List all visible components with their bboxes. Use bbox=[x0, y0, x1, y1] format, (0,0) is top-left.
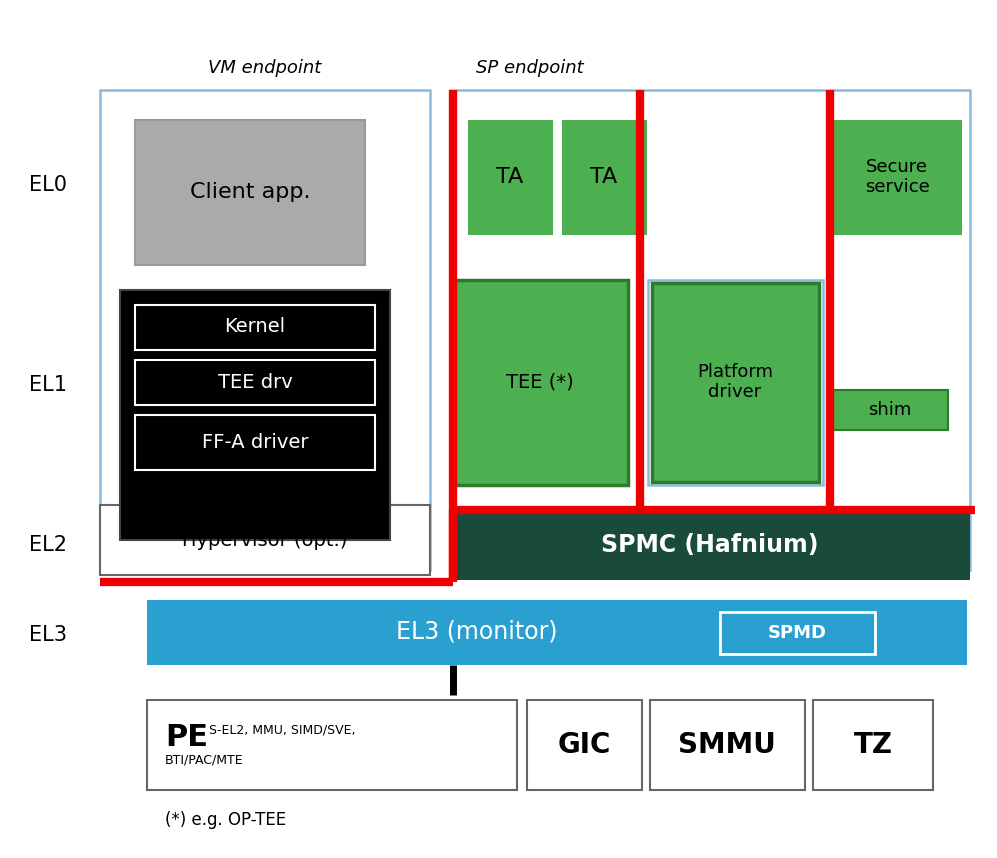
Text: Platform
driver: Platform driver bbox=[697, 363, 773, 402]
Text: EL3: EL3 bbox=[29, 625, 67, 645]
Text: GIC: GIC bbox=[557, 731, 611, 759]
Bar bbox=[832, 120, 962, 235]
Text: EL0: EL0 bbox=[29, 175, 67, 195]
Text: TA: TA bbox=[497, 167, 523, 187]
Bar bbox=[650, 700, 805, 790]
Text: PE: PE bbox=[165, 723, 208, 752]
Bar bbox=[120, 290, 390, 540]
Text: Hypervisor (opt.): Hypervisor (opt.) bbox=[182, 530, 348, 549]
Text: EL1: EL1 bbox=[29, 375, 67, 395]
Text: SPMD: SPMD bbox=[768, 624, 827, 642]
Bar bbox=[468, 120, 553, 235]
Text: S-EL2, MMU, SIMD/SVE,: S-EL2, MMU, SIMD/SVE, bbox=[209, 723, 356, 736]
Bar bbox=[720, 612, 875, 654]
Text: TEE drv: TEE drv bbox=[217, 372, 292, 391]
Bar bbox=[652, 283, 819, 482]
Text: Secure
service: Secure service bbox=[864, 158, 929, 196]
Bar bbox=[562, 120, 647, 235]
Bar bbox=[450, 90, 970, 570]
Text: BTI/PAC/MTE: BTI/PAC/MTE bbox=[165, 753, 243, 766]
Bar bbox=[100, 505, 430, 575]
Bar bbox=[833, 390, 948, 430]
Text: VM endpoint: VM endpoint bbox=[208, 59, 322, 77]
Bar bbox=[100, 90, 430, 570]
Bar bbox=[135, 305, 375, 350]
Bar bbox=[135, 415, 375, 470]
Text: SP endpoint: SP endpoint bbox=[477, 59, 584, 77]
Text: TEE (*): TEE (*) bbox=[506, 372, 574, 391]
Bar bbox=[450, 510, 970, 580]
Text: Client app.: Client app. bbox=[189, 182, 310, 202]
Bar bbox=[453, 280, 628, 485]
Text: shim: shim bbox=[868, 401, 911, 419]
Text: EL2: EL2 bbox=[29, 535, 67, 555]
Text: (*) e.g. OP-TEE: (*) e.g. OP-TEE bbox=[165, 811, 286, 829]
Text: EL3 (monitor): EL3 (monitor) bbox=[396, 620, 557, 644]
Text: Kernel: Kernel bbox=[224, 317, 285, 336]
Text: SPMC (Hafnium): SPMC (Hafnium) bbox=[601, 533, 819, 557]
Text: FF-A driver: FF-A driver bbox=[201, 432, 308, 451]
Bar bbox=[147, 600, 967, 665]
Bar bbox=[147, 700, 517, 790]
Bar bbox=[527, 700, 642, 790]
Text: SMMU: SMMU bbox=[678, 731, 776, 759]
Text: TA: TA bbox=[590, 167, 617, 187]
Bar bbox=[813, 700, 933, 790]
Bar bbox=[135, 360, 375, 405]
Bar bbox=[135, 120, 365, 265]
Text: TZ: TZ bbox=[853, 731, 892, 759]
Bar bbox=[648, 280, 823, 485]
